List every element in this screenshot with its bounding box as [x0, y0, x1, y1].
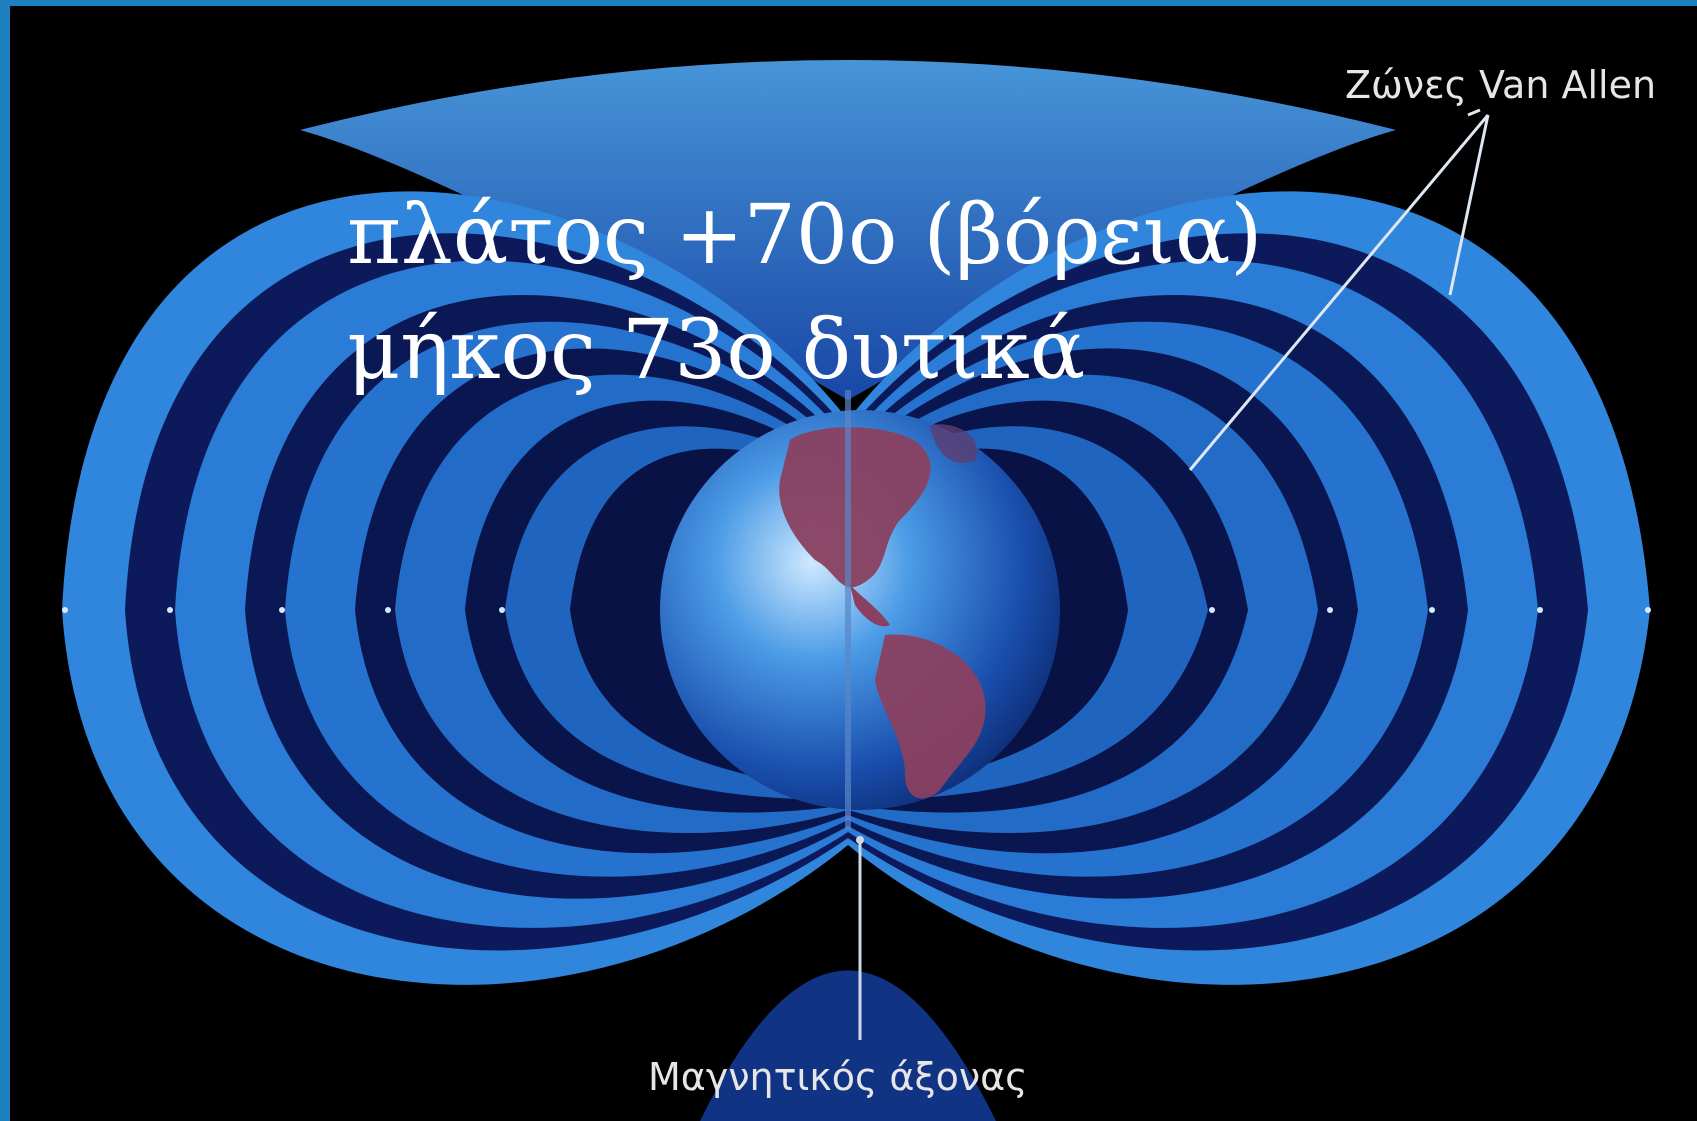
outer-belt-cap: [300, 60, 1396, 400]
north-america: [779, 427, 931, 588]
latitude-text: πλάτος +70ο (βόρεια): [347, 188, 1263, 283]
earth-globe: [660, 410, 1060, 810]
longitude-text: μήκος 73ο δυτικά: [347, 303, 1086, 398]
van-allen-pointer-inner: [1188, 114, 1490, 471]
magnetic-axis-label: Μαγνητικός άξονας: [648, 1055, 1028, 1099]
van-allen-pointer-outer: [1448, 114, 1490, 296]
van-allen-belts-label: Ζώνες Van Allen: [1345, 63, 1657, 107]
southern-funnel: [700, 970, 996, 1121]
equator-markers: [62, 607, 1651, 613]
south-america: [875, 634, 986, 799]
